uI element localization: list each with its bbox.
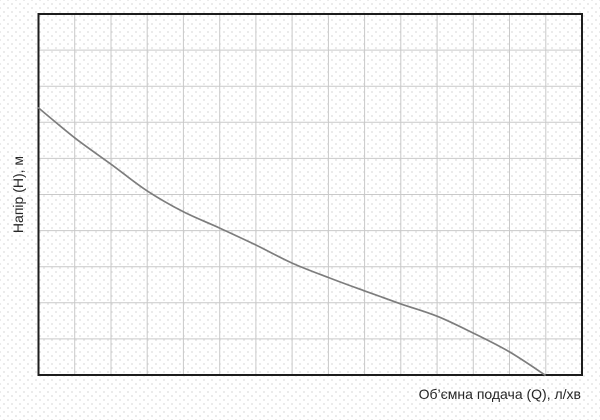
gridlines <box>38 14 582 375</box>
pump-head-curve <box>37 107 546 376</box>
x-axis-label: Об’ємна подача (Q), л/хв <box>418 386 581 402</box>
axis-border <box>37 13 583 376</box>
y-axis-label: Напір (Н), м <box>10 155 26 234</box>
